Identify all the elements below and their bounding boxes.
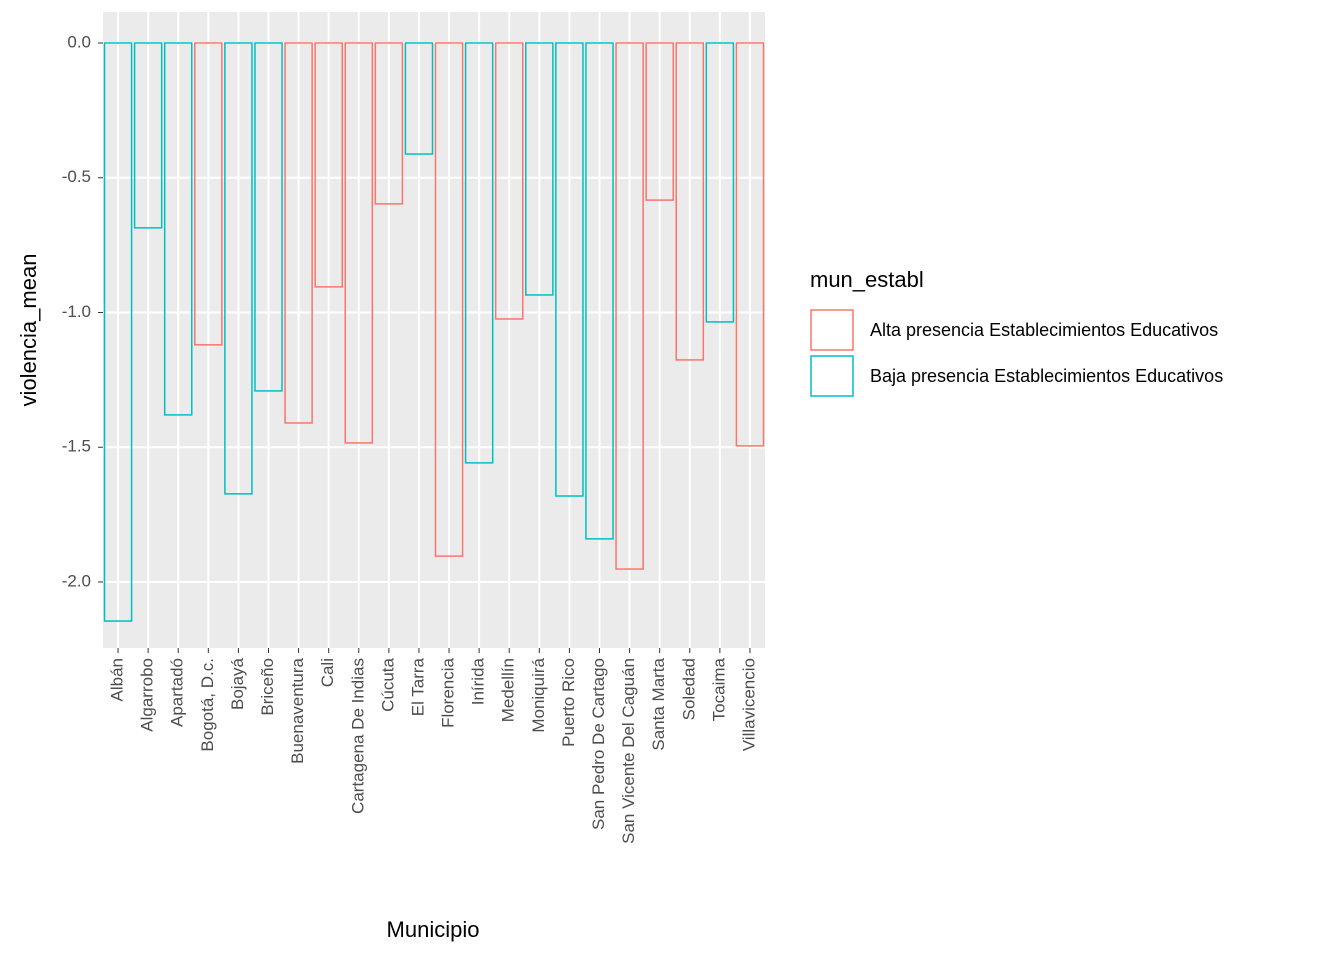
- x-tick-label: El Tarra: [408, 657, 427, 716]
- y-tick-label: 0.0: [67, 32, 91, 51]
- x-tick-label: Tocaima: [709, 657, 728, 721]
- x-tick-label: San Pedro De Cartago: [589, 658, 608, 830]
- plot-background: [103, 12, 765, 648]
- bar: [194, 42, 223, 346]
- x-tick-label: Santa Marta: [649, 657, 668, 750]
- x-tick-label: Medellín: [499, 658, 518, 722]
- bar: [735, 42, 765, 447]
- x-tick-label: Moniquirá: [529, 657, 548, 732]
- x-tick-label: Puerto Rico: [559, 658, 578, 747]
- x-tick-label: Inírida: [469, 657, 488, 705]
- x-tick-label: Bojayá: [228, 657, 247, 710]
- x-tick-label: Cartagena De Indias: [348, 658, 367, 814]
- x-tick-label: Villavicencio: [739, 658, 758, 751]
- bar: [374, 42, 404, 205]
- bar: [224, 42, 253, 495]
- bar: [615, 42, 644, 570]
- bar: [555, 42, 584, 497]
- x-tick-label: Albán: [108, 658, 127, 701]
- legend-label: Alta presencia Establecimientos Educativ…: [870, 320, 1218, 340]
- x-tick-label: Soledad: [679, 658, 698, 720]
- legend-key: [810, 355, 854, 397]
- y-tick-label: -0.5: [62, 167, 91, 186]
- bar: [103, 42, 133, 622]
- bar: [284, 42, 313, 424]
- bar: [645, 42, 674, 201]
- bar: [525, 42, 554, 296]
- bar: [163, 42, 193, 416]
- bar: [133, 42, 163, 229]
- legend-title: mun_establ: [810, 267, 924, 292]
- bar: [494, 42, 524, 320]
- bar: [434, 42, 464, 557]
- bar: [675, 42, 705, 361]
- legend-label: Baja presencia Establecimientos Educativ…: [870, 366, 1223, 386]
- bar: [344, 42, 374, 444]
- bar: [314, 42, 343, 288]
- y-tick-label: -1.5: [62, 437, 91, 456]
- x-tick-label: Algarrobo: [138, 658, 157, 732]
- bar: [464, 42, 494, 464]
- bar: [254, 42, 283, 392]
- x-tick-label: Bogotá, D.c.: [198, 658, 217, 752]
- x-tick-label: San Vicente Del Caguán: [619, 658, 638, 844]
- bar: [404, 42, 434, 155]
- y-tick-label: -1.0: [62, 302, 91, 321]
- x-tick-label: Briceño: [258, 658, 277, 716]
- legend-key: [810, 309, 854, 351]
- x-tick-label: Buenaventura: [288, 657, 307, 763]
- x-axis-title: Municipio: [387, 917, 480, 942]
- x-tick-label: Cali: [318, 658, 337, 687]
- x-tick-label: Florencia: [439, 657, 458, 727]
- bar: [705, 42, 735, 323]
- x-tick-label: Cúcuta: [378, 657, 397, 711]
- bar: [585, 42, 614, 540]
- x-tick-label: Apartadó: [168, 658, 187, 727]
- y-axis-title: violencia_mean: [16, 254, 41, 407]
- y-tick-label: -2.0: [62, 571, 91, 590]
